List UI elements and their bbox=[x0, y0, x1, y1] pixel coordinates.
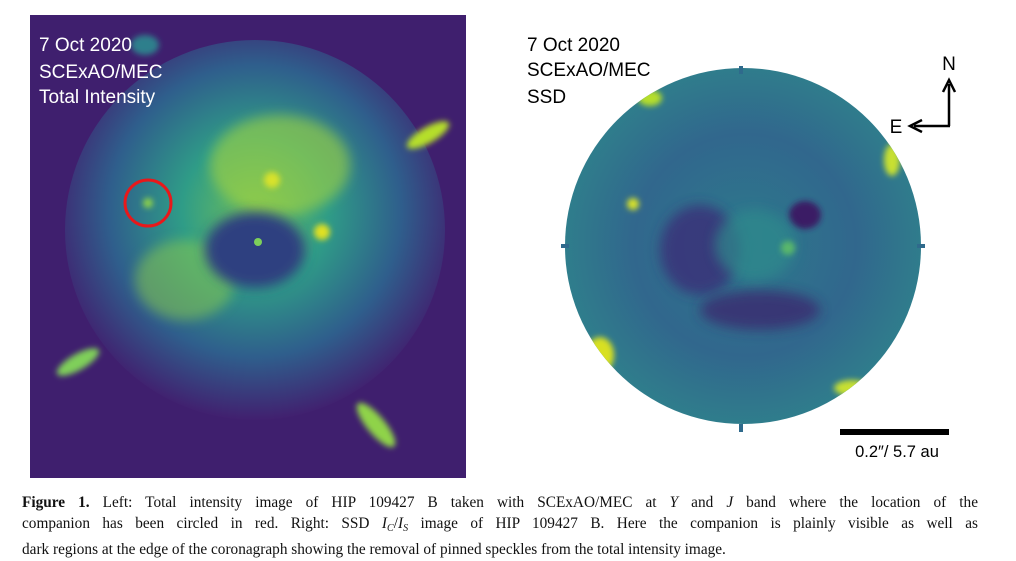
compass: N E bbox=[890, 54, 957, 138]
caption-text: and bbox=[678, 494, 727, 511]
caption-text: I bbox=[397, 515, 404, 532]
scale-bar-label: 0.2″/ 5.7 au bbox=[855, 443, 939, 461]
caption-text: I bbox=[381, 515, 388, 532]
compass-east: E bbox=[890, 117, 903, 138]
caption-text: Y bbox=[669, 494, 679, 511]
caption-text: / bbox=[393, 515, 398, 532]
caption-text: dark regions at the edge of the coronagr… bbox=[22, 541, 726, 558]
companion-circle bbox=[123, 178, 173, 228]
caption-text: Left: Total intensity image of HIP 10942… bbox=[102, 494, 670, 511]
caption-text: S bbox=[403, 523, 409, 534]
compass-north: N bbox=[942, 54, 956, 75]
panel-label: 7 Oct 2020 bbox=[39, 35, 132, 56]
panel-label: SSD bbox=[527, 87, 566, 108]
caption-label: Figure 1. bbox=[22, 494, 90, 511]
scale-bar bbox=[840, 429, 949, 435]
ssd-image bbox=[561, 66, 925, 432]
caption-line: companion has been circled in red. Right… bbox=[22, 513, 978, 539]
caption-text: companion has been circled in red. Right… bbox=[22, 515, 382, 532]
total-intensity-image bbox=[30, 15, 466, 478]
caption-line: dark regions at the edge of the coronagr… bbox=[22, 539, 978, 560]
figure: 7 Oct 2020 SCExAO/MEC Total Intensity 7 … bbox=[30, 15, 957, 478]
panel-label: SCExAO/MEC bbox=[39, 62, 163, 83]
caption-text: image of HIP 109427 B. Here the companio… bbox=[408, 515, 978, 532]
caption-line: Figure 1. Left: Total intensity image of… bbox=[22, 492, 978, 513]
panel-label: Total Intensity bbox=[39, 87, 156, 108]
caption-text: C bbox=[387, 523, 394, 534]
panel-label: SCExAO/MEC bbox=[527, 60, 651, 81]
caption-text: band where the location of the bbox=[733, 494, 978, 511]
caption: Figure 1. Left: Total intensity image of… bbox=[22, 492, 978, 560]
caption-text: J bbox=[726, 494, 734, 511]
panel-label: 7 Oct 2020 bbox=[527, 35, 620, 56]
